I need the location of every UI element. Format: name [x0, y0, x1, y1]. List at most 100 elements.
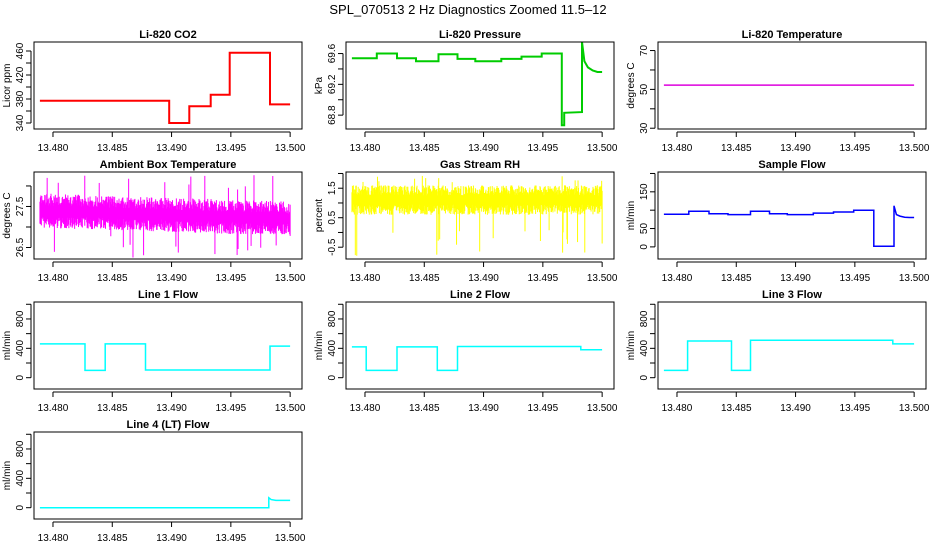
x-tick-label: 13.480 [38, 143, 69, 154]
x-tick-label: 13.495 [216, 533, 247, 544]
data-series [39, 51, 291, 124]
x-tick-label: 13.480 [38, 273, 69, 284]
x-tick-label: 13.495 [840, 273, 871, 284]
x-tick-label: 13.500 [899, 273, 930, 284]
chart-title: Line 4 (LT) Flow [127, 419, 210, 431]
x-tick-label: 13.485 [721, 143, 752, 154]
x-tick-label: 13.480 [350, 143, 381, 154]
x-tick-label: 13.485 [409, 273, 440, 284]
data-series [351, 345, 603, 372]
y-tick-label: 800 [639, 310, 650, 327]
x-tick-label: 13.500 [899, 403, 930, 414]
x-tick-label: 13.485 [409, 143, 440, 154]
data-series [663, 205, 915, 247]
series-line [663, 339, 915, 372]
x-tick-label: 13.490 [780, 403, 811, 414]
x-tick-label: 13.500 [587, 273, 618, 284]
y-axis-label: kPa [314, 76, 325, 94]
x-tick-label: 13.490 [156, 273, 187, 284]
chart-panel: 13.480 13.485 13.490 13.495 13.500 -0.5 0.5 1.5… [312, 155, 624, 285]
plot-frame [33, 301, 303, 390]
x-tick-label: 13.495 [216, 273, 247, 284]
y-tick-label: 400 [327, 340, 338, 357]
y-tick-label: 69.2 [327, 74, 338, 94]
plot-frame [657, 41, 927, 130]
y-tick-label: 68.8 [327, 105, 338, 125]
chart-panel: 13.480 13.485 13.490 13.495 13.500 0 400 800 ml/… [0, 285, 312, 415]
chart-svg: 13.480 13.485 13.490 13.495 13.500 30 50 70degr… [626, 29, 930, 154]
y-axis-label: ml/min [314, 331, 325, 360]
y-tick-label: 27.5 [15, 196, 26, 216]
x-tick-label: 13.485 [97, 273, 128, 284]
x-tick-label: 13.495 [528, 143, 559, 154]
figure-title: SPL_070513 2 Hz Diagnostics Zoomed 11.5–… [329, 2, 607, 17]
x-tick-label: 13.500 [587, 143, 618, 154]
chart-panel: 13.480 13.485 13.490 13.495 13.500 340 380 420 4… [0, 25, 312, 155]
y-tick-label: 800 [15, 310, 26, 327]
chart-panel: 13.480 13.485 13.490 13.495 13.500 30 50 70 degr… [624, 25, 936, 155]
y-axis-label: degrees C [2, 192, 13, 238]
y-axis-label: ml/min [2, 331, 13, 360]
y-axis-label: degrees C [626, 62, 637, 108]
chart-svg: 13.480 13.485 13.490 13.495 13.500 0 400 800ml/… [2, 419, 306, 544]
y-axis-label: ml/min [626, 201, 637, 230]
y-axis-label: percent [314, 199, 325, 233]
chart-svg: 13.480 13.485 13.490 13.495 13.500 340 380 420 4… [2, 29, 306, 154]
y-tick-label: 800 [327, 310, 338, 327]
y-tick-label: 30 [639, 122, 650, 134]
y-tick-label: 0.5 [327, 210, 338, 224]
data-series [39, 175, 291, 258]
data-series [351, 175, 603, 256]
x-tick-label: 13.490 [468, 143, 499, 154]
x-tick-label: 13.485 [721, 403, 752, 414]
data-series [39, 343, 291, 372]
y-tick-label: 1.5 [327, 181, 338, 195]
chart-title: Line 2 Flow [450, 289, 510, 301]
data-series [351, 41, 603, 127]
plot-frame [657, 171, 927, 260]
x-tick-label: 13.500 [899, 143, 930, 154]
chart-panel: 13.480 13.485 13.490 13.495 13.500 0 400 800 ml/… [624, 285, 936, 415]
x-tick-label: 13.490 [780, 143, 811, 154]
x-tick-label: 13.480 [38, 403, 69, 414]
x-tick-label: 13.490 [468, 403, 499, 414]
chart-title: Li-820 CO2 [139, 29, 196, 41]
plot-frame [345, 41, 615, 130]
y-tick-label: 26.5 [15, 237, 26, 257]
x-tick-label: 13.480 [662, 273, 693, 284]
plot-frame [33, 171, 303, 260]
x-tick-label: 13.500 [275, 403, 306, 414]
y-tick-label: -0.5 [327, 238, 338, 256]
y-tick-label: 50 [639, 83, 650, 95]
y-tick-label: 380 [15, 90, 26, 107]
y-tick-label: 69.6 [327, 43, 338, 63]
data-series [663, 339, 915, 372]
series-line [39, 343, 291, 372]
x-tick-label: 13.490 [156, 143, 187, 154]
series-line [39, 51, 291, 124]
x-tick-label: 13.500 [275, 143, 306, 154]
series-line [351, 345, 603, 372]
x-tick-label: 13.485 [97, 143, 128, 154]
x-tick-label: 13.495 [840, 403, 871, 414]
x-tick-label: 13.480 [350, 273, 381, 284]
x-tick-label: 13.495 [216, 143, 247, 154]
y-tick-label: 70 [639, 45, 650, 57]
chart-svg: 13.480 13.485 13.490 13.495 13.500 0 400 800ml/… [314, 289, 618, 414]
chart-title: Ambient Box Temperature [100, 159, 237, 171]
chart-panel: 13.480 13.485 13.490 13.495 13.500 0 50 150 ml/m… [624, 155, 936, 285]
x-tick-label: 13.480 [38, 533, 69, 544]
chart-title: Line 3 Flow [762, 289, 822, 301]
x-tick-label: 13.495 [216, 403, 247, 414]
y-tick-label: 50 [639, 223, 650, 235]
chart-svg: 13.480 13.485 13.490 13.495 13.500 0 400 800ml/… [626, 289, 930, 414]
x-tick-label: 13.495 [528, 273, 559, 284]
y-tick-label: 0 [327, 374, 338, 380]
x-tick-label: 13.500 [275, 533, 306, 544]
x-tick-label: 13.490 [468, 273, 499, 284]
data-series [39, 496, 291, 509]
chart-title: Li-820 Pressure [439, 29, 521, 41]
chart-title: Sample Flow [758, 159, 826, 171]
y-tick-label: 0 [15, 504, 26, 510]
x-tick-label: 13.480 [350, 403, 381, 414]
